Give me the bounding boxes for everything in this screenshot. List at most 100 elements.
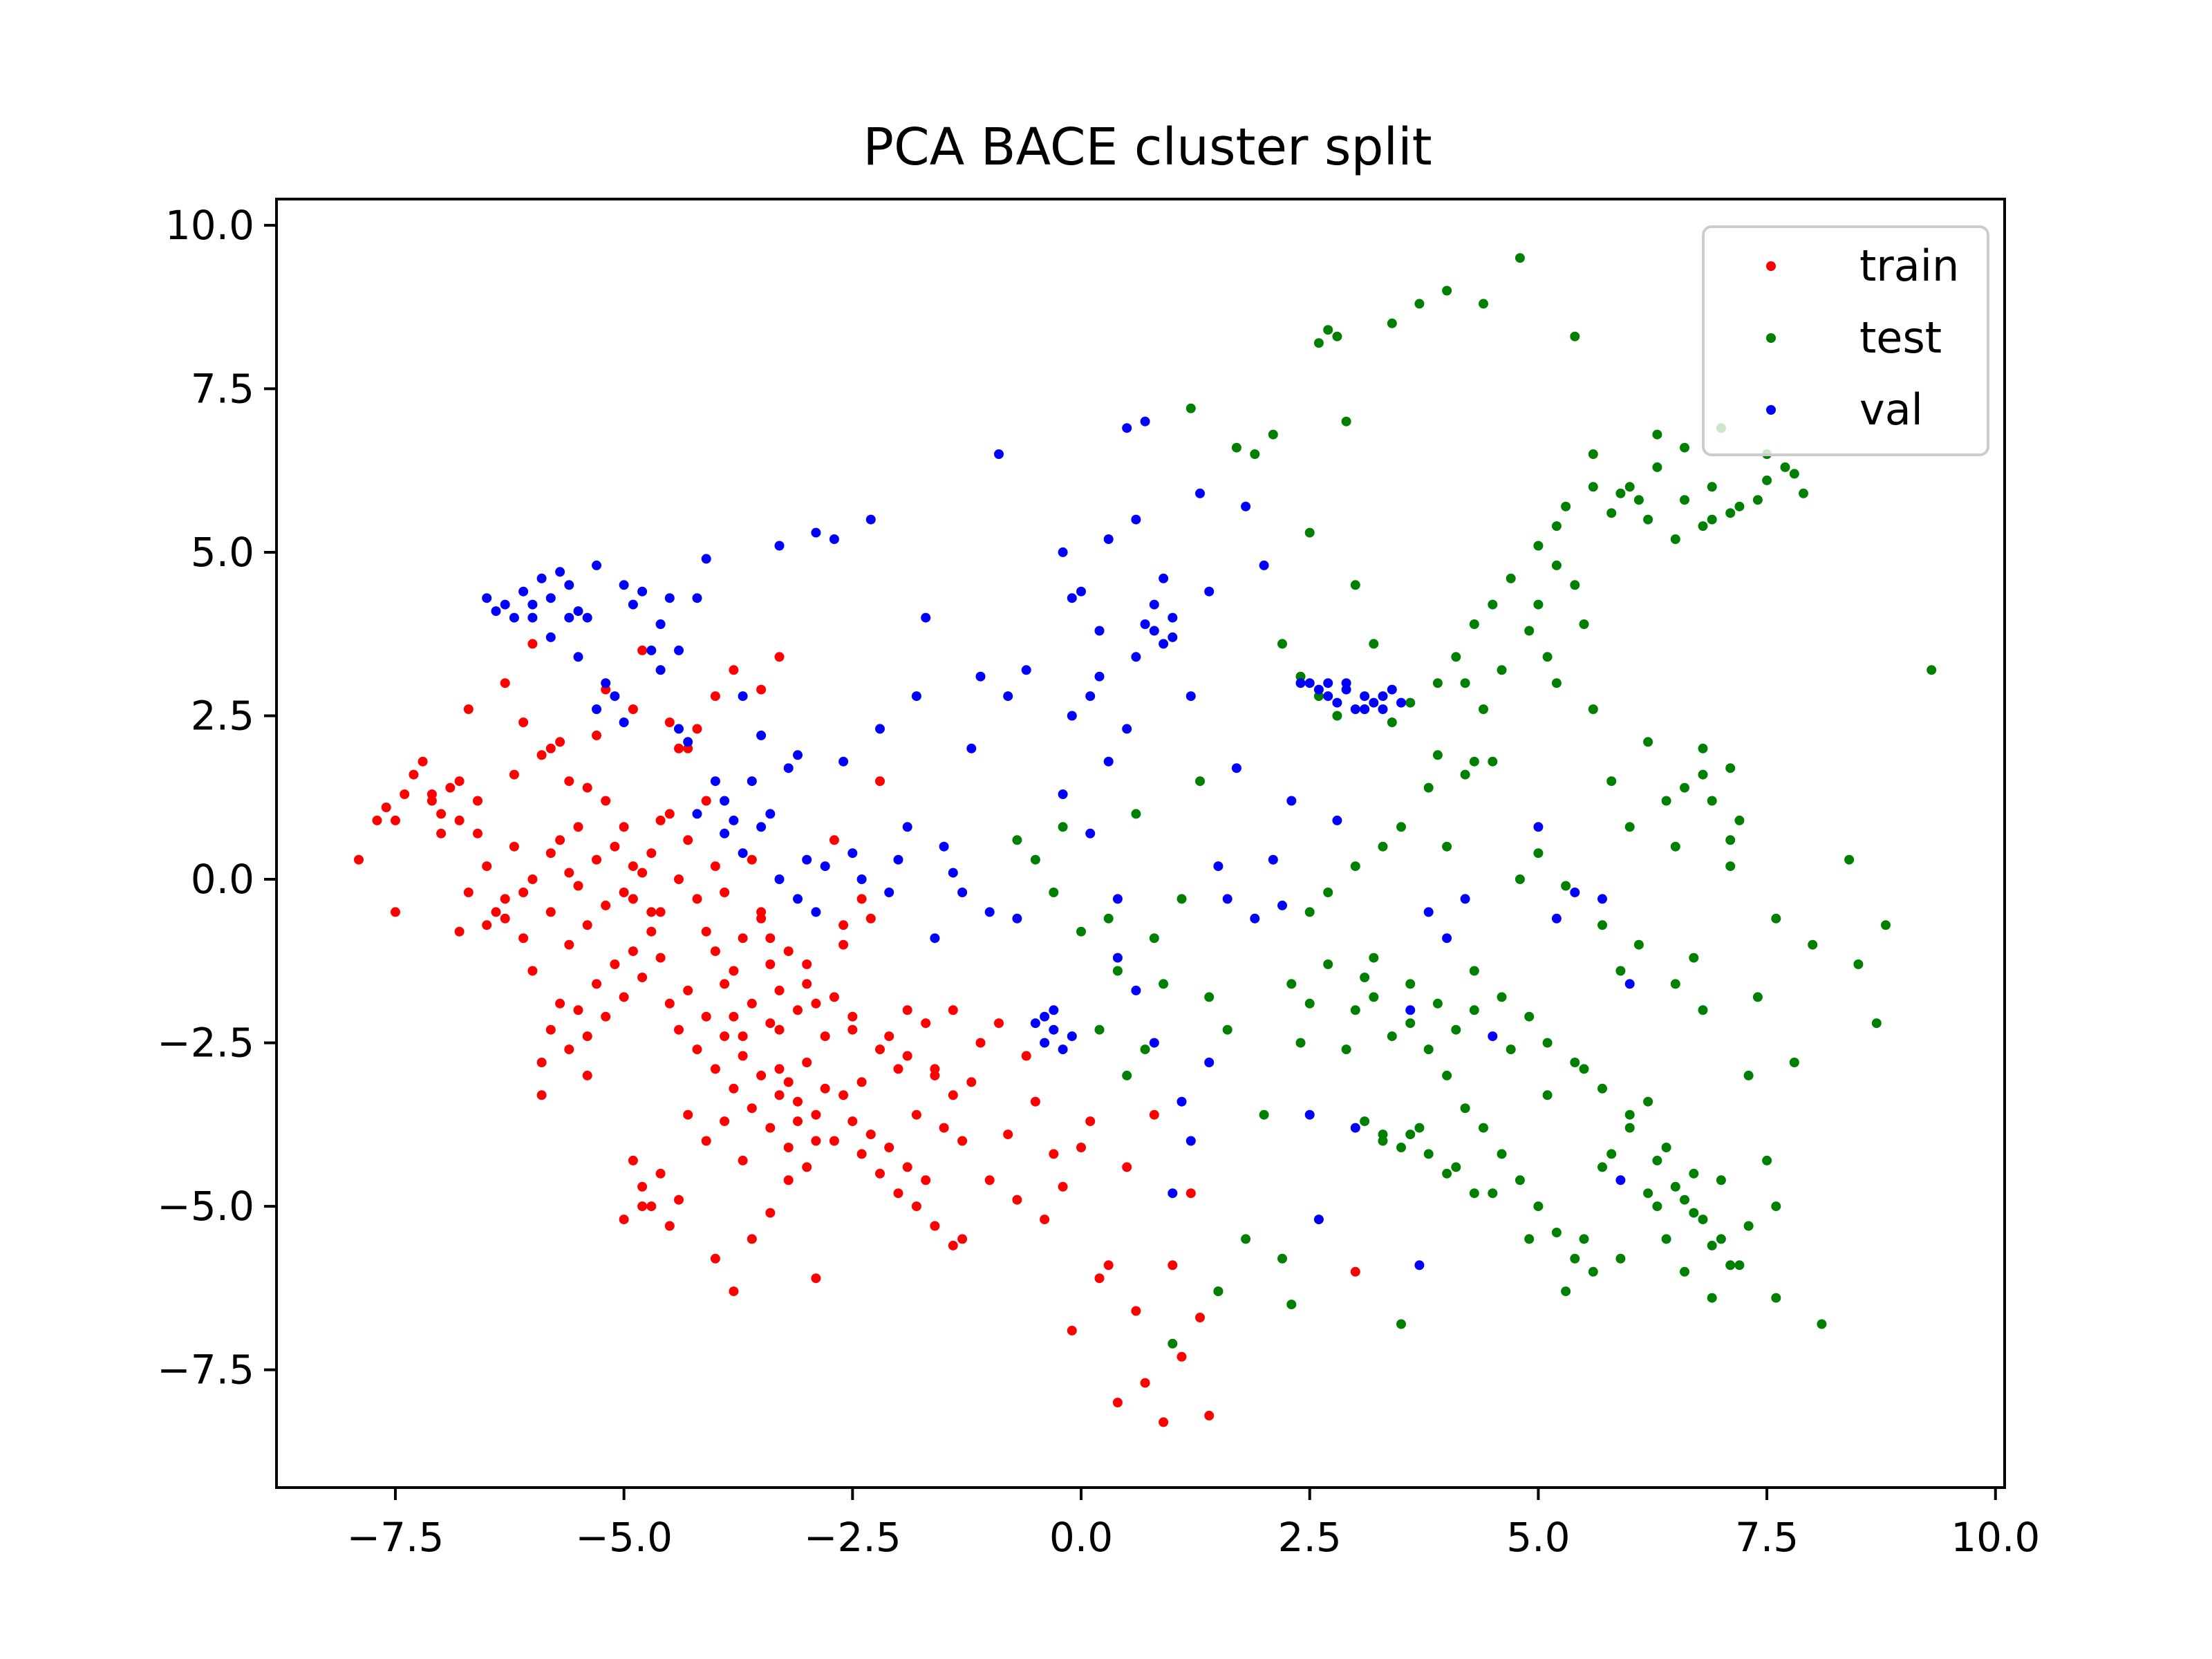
- test-point: [1533, 848, 1544, 859]
- test-point: [1606, 1149, 1617, 1159]
- test-point: [1762, 475, 1772, 485]
- test-point: [1451, 1024, 1461, 1035]
- test-point: [1378, 1130, 1388, 1140]
- plot-frame: [275, 198, 2006, 1489]
- val-point: [527, 612, 538, 623]
- train-point: [729, 1286, 739, 1297]
- test-point: [1076, 926, 1086, 937]
- train-point: [427, 789, 437, 799]
- train-point: [592, 979, 601, 989]
- test-point: [1479, 299, 1488, 309]
- train-point: [655, 907, 666, 917]
- y-tick-label: 7.5: [191, 365, 254, 412]
- train-point: [957, 1234, 968, 1244]
- test-point: [1725, 835, 1736, 845]
- train-point: [545, 743, 556, 753]
- train-point: [701, 926, 711, 937]
- test-point: [1780, 462, 1790, 472]
- test-point: [1570, 1058, 1580, 1067]
- test-point: [1551, 560, 1562, 570]
- val-point: [564, 612, 574, 623]
- train-point: [930, 1070, 940, 1080]
- val-point: [802, 854, 812, 865]
- test-point: [1414, 1123, 1425, 1133]
- train-point: [628, 861, 638, 872]
- val-point: [655, 665, 666, 675]
- val-point: [966, 743, 977, 753]
- train-point: [884, 1143, 894, 1152]
- test-point: [1506, 573, 1516, 583]
- test-point: [1241, 1234, 1251, 1244]
- val-point: [592, 560, 601, 570]
- test-point: [1652, 462, 1662, 472]
- train-point: [1067, 1325, 1077, 1335]
- test-point: [1680, 1266, 1689, 1277]
- train-point: [856, 1149, 867, 1159]
- test-point: [1323, 325, 1333, 335]
- train-point: [683, 835, 693, 845]
- test-point: [1515, 253, 1525, 263]
- train-point: [783, 1143, 794, 1152]
- train-point: [1195, 1313, 1205, 1322]
- test-point: [1405, 979, 1416, 989]
- train-point: [637, 645, 648, 655]
- test-point: [1716, 1175, 1726, 1185]
- train-point: [829, 992, 839, 1002]
- test-point: [1661, 796, 1671, 806]
- test-point: [1661, 1143, 1671, 1152]
- x-tick-label: 5.0: [1506, 1514, 1570, 1561]
- train-point: [793, 1116, 803, 1127]
- test-point: [1716, 1234, 1726, 1244]
- train-point: [820, 1031, 830, 1042]
- train-point: [893, 1064, 903, 1074]
- train-point: [701, 1136, 711, 1146]
- test-point: [1460, 1103, 1470, 1114]
- train-point: [811, 998, 821, 1009]
- test-point: [1112, 966, 1123, 976]
- val-point: [1149, 1038, 1159, 1048]
- train-point: [1149, 1109, 1159, 1120]
- test-point: [1442, 1070, 1452, 1080]
- train-point: [555, 737, 565, 747]
- test-point: [1524, 1011, 1535, 1022]
- test-point: [1213, 1286, 1224, 1297]
- train-point: [802, 979, 812, 989]
- train-point: [646, 926, 657, 937]
- train-point: [619, 888, 629, 897]
- train-point: [545, 1024, 556, 1035]
- val-point: [884, 888, 894, 897]
- test-point: [1698, 1215, 1708, 1225]
- val-point: [500, 599, 510, 610]
- test-point: [1030, 854, 1040, 865]
- test-point: [1551, 678, 1562, 688]
- train-point: [948, 1090, 958, 1100]
- test-point: [1533, 1201, 1544, 1212]
- test-point: [1159, 979, 1169, 989]
- val-point: [1085, 828, 1096, 838]
- train-point: [1112, 1398, 1123, 1407]
- train-point: [674, 743, 684, 753]
- train-point: [756, 1070, 767, 1080]
- val-point: [1140, 619, 1150, 629]
- train-point: [545, 848, 556, 859]
- train-point: [838, 939, 849, 950]
- val-point: [1405, 1005, 1416, 1015]
- train-point: [884, 1031, 894, 1042]
- legend-marker-train: [1766, 261, 1776, 271]
- val-point: [1350, 1123, 1360, 1133]
- train-point: [765, 1208, 776, 1218]
- val-point: [1067, 1031, 1077, 1042]
- train-point: [509, 769, 519, 780]
- train-point: [856, 1077, 867, 1087]
- test-point: [1204, 992, 1215, 1002]
- train-point: [802, 959, 812, 969]
- val-point: [1259, 560, 1269, 570]
- train-point: [756, 684, 767, 695]
- val-point: [893, 854, 903, 865]
- train-point: [664, 718, 675, 727]
- val-point: [592, 704, 601, 714]
- y-tick-label: −2.5: [157, 1020, 254, 1067]
- test-point: [1579, 619, 1589, 629]
- val-point: [1360, 691, 1370, 702]
- val-point: [783, 763, 794, 774]
